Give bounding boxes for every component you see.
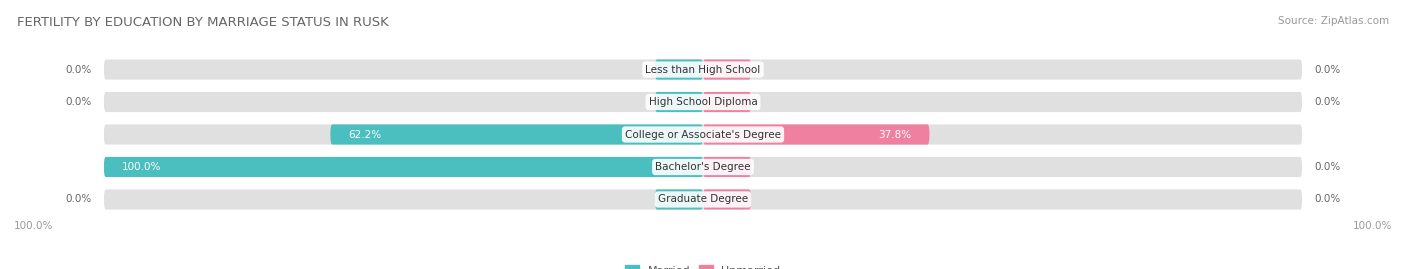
FancyBboxPatch shape	[104, 125, 1302, 144]
Text: 0.0%: 0.0%	[1315, 194, 1340, 204]
FancyBboxPatch shape	[104, 92, 1302, 112]
FancyBboxPatch shape	[703, 92, 751, 112]
Text: 0.0%: 0.0%	[66, 65, 91, 75]
FancyBboxPatch shape	[330, 125, 703, 144]
Text: 100.0%: 100.0%	[122, 162, 162, 172]
Text: 0.0%: 0.0%	[1315, 65, 1340, 75]
FancyBboxPatch shape	[655, 59, 703, 80]
Text: High School Diploma: High School Diploma	[648, 97, 758, 107]
FancyBboxPatch shape	[104, 189, 1302, 210]
FancyBboxPatch shape	[655, 92, 703, 112]
Text: 62.2%: 62.2%	[349, 129, 381, 140]
FancyBboxPatch shape	[104, 157, 1302, 177]
FancyBboxPatch shape	[104, 157, 703, 177]
FancyBboxPatch shape	[655, 189, 703, 210]
FancyBboxPatch shape	[703, 157, 751, 177]
Text: Source: ZipAtlas.com: Source: ZipAtlas.com	[1278, 16, 1389, 26]
Text: 0.0%: 0.0%	[66, 97, 91, 107]
Text: 100.0%: 100.0%	[14, 221, 53, 231]
Text: FERTILITY BY EDUCATION BY MARRIAGE STATUS IN RUSK: FERTILITY BY EDUCATION BY MARRIAGE STATU…	[17, 16, 388, 29]
Text: 0.0%: 0.0%	[1315, 97, 1340, 107]
FancyBboxPatch shape	[703, 189, 751, 210]
Text: 37.8%: 37.8%	[879, 129, 911, 140]
Text: Less than High School: Less than High School	[645, 65, 761, 75]
Text: 0.0%: 0.0%	[66, 194, 91, 204]
Legend: Married, Unmarried: Married, Unmarried	[621, 261, 785, 269]
FancyBboxPatch shape	[703, 59, 751, 80]
Text: 100.0%: 100.0%	[1353, 221, 1392, 231]
Text: Bachelor's Degree: Bachelor's Degree	[655, 162, 751, 172]
Text: College or Associate's Degree: College or Associate's Degree	[626, 129, 780, 140]
Text: Graduate Degree: Graduate Degree	[658, 194, 748, 204]
FancyBboxPatch shape	[104, 59, 1302, 80]
FancyBboxPatch shape	[703, 125, 929, 144]
Text: 0.0%: 0.0%	[1315, 162, 1340, 172]
